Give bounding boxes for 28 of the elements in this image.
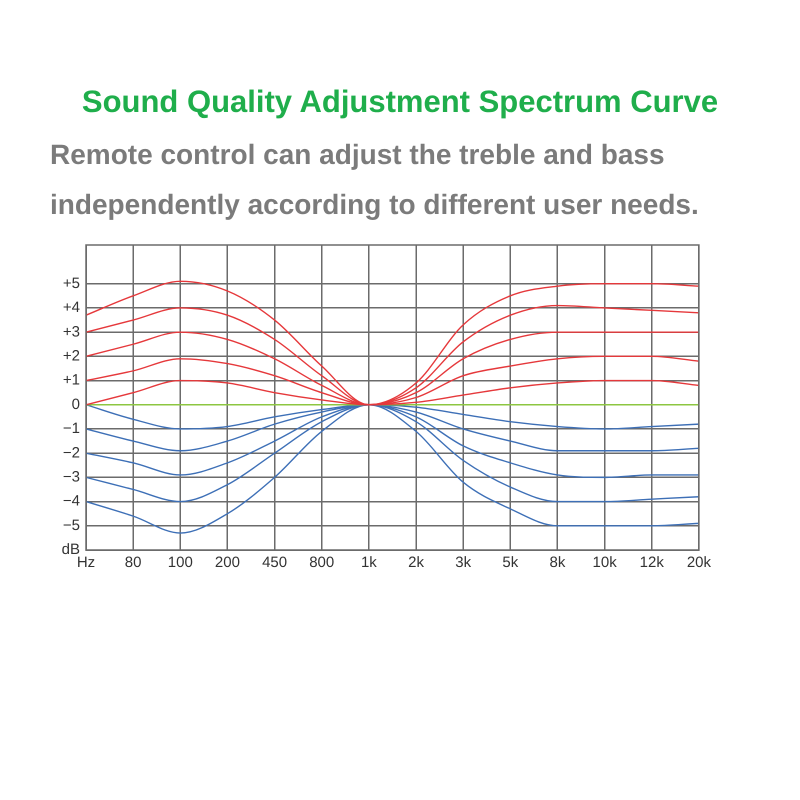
y-tick-label: −1 [62, 420, 80, 438]
x-tick-label: 200 [214, 554, 240, 572]
y-tick-label: +4 [62, 299, 80, 316]
y-tick-label: −2 [62, 444, 80, 462]
x-tick-label: 100 [168, 554, 193, 572]
x-tick-label: 450 [262, 554, 288, 572]
x-tick-label: 5k [502, 554, 519, 572]
y-tick-label: +2 [62, 347, 80, 364]
y-tick-label: 0 [72, 396, 80, 413]
x-tick-label: 2k [408, 554, 424, 572]
chart-subtitle: Remote control can adjust the treble and bass independently according to different user needs. [50, 138, 700, 222]
y-tick-label: +5 [62, 274, 80, 292]
x-tick-label: 80 [124, 554, 142, 572]
line-series [85, 404, 700, 534]
x-tick-label: 20k [686, 554, 712, 572]
y-tick-label: −3 [62, 468, 80, 486]
x-tick-label: 3k [455, 554, 472, 572]
y-tick-label: −5 [62, 516, 80, 534]
line-series [85, 280, 700, 406]
x-tick-label: 1k [360, 554, 378, 572]
x-tick-label: 8k [550, 554, 566, 572]
y-tick-label: +1 [62, 372, 80, 389]
y-tick-label: −4 [62, 492, 80, 510]
chart-title: Sound Quality Adjustment Spectrum Curve [80, 84, 720, 120]
x-tick-label: 800 [309, 554, 334, 572]
x-tick-label: 12k [640, 554, 664, 572]
x-tick-label: 10k [592, 554, 618, 572]
y-tick-label: +3 [62, 323, 80, 340]
